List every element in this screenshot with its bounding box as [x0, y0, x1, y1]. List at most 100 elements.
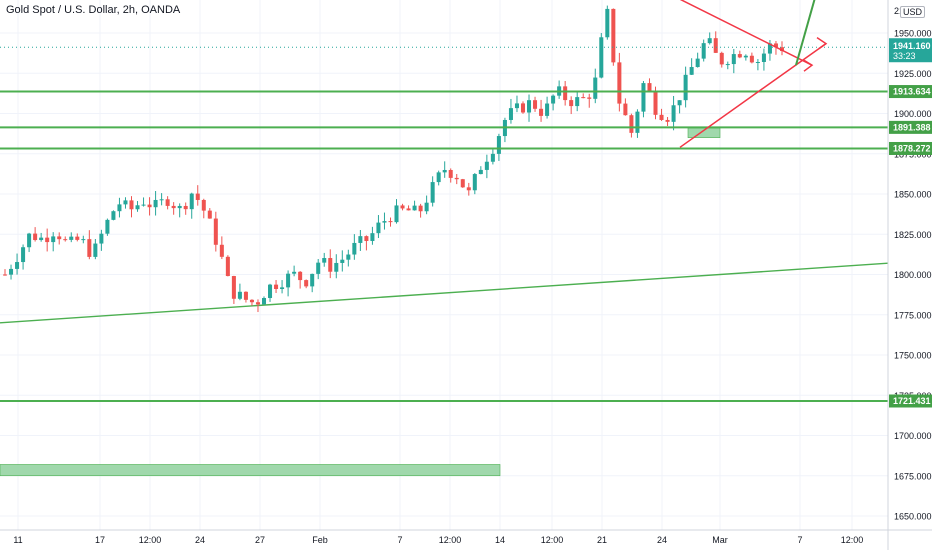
candle-body — [21, 247, 26, 263]
price-axis[interactable]: 1650.0001675.0001700.0001725.0001750.000… — [887, 0, 932, 550]
candle-body — [665, 119, 670, 122]
x-tick-label: 11 — [13, 535, 22, 545]
candle-body — [605, 8, 610, 38]
x-tick-label: 7 — [397, 535, 402, 545]
candle-body — [635, 111, 640, 133]
candle-body — [599, 37, 604, 78]
candle-body — [527, 100, 532, 113]
candle-body — [406, 208, 411, 211]
candle-body — [520, 103, 526, 113]
candle-body — [310, 273, 315, 287]
candle-body — [514, 103, 519, 109]
candle-body — [135, 205, 140, 210]
candle-body — [274, 284, 279, 290]
support-trendline[interactable] — [0, 262, 889, 324]
candle-body — [695, 58, 700, 68]
candle-body — [93, 243, 98, 257]
candle-body — [231, 276, 236, 299]
candle-body — [689, 67, 694, 75]
triangle-upper-line[interactable] — [667, 0, 813, 66]
projection-arrow[interactable] — [795, 0, 850, 66]
candle-body — [725, 64, 730, 66]
candle-body — [111, 211, 116, 220]
candle-body — [165, 199, 170, 206]
candle-body — [677, 100, 682, 106]
y-tick-label: 1675.000 — [894, 471, 932, 481]
candle-body — [587, 97, 592, 99]
chart-grid — [0, 0, 888, 530]
candle-body — [478, 169, 483, 175]
chart-title: Gold Spot / U.S. Dollar, 2h, OANDA — [6, 4, 181, 16]
candle-body — [39, 237, 44, 241]
candle-body — [255, 302, 260, 305]
candle-body — [201, 199, 206, 211]
candle-body — [177, 205, 182, 209]
candle-body — [430, 182, 435, 203]
candle-body — [707, 38, 712, 44]
candle-body — [575, 97, 580, 107]
candle-body — [27, 233, 32, 248]
candle-body — [280, 287, 285, 290]
candle-body — [340, 259, 345, 263]
time-axis[interactable]: 11 17 12:00 24 27 Feb 7 12:00 14 12:00 21 24 Mar 7 12:… — [0, 529, 932, 545]
candle-body — [316, 262, 321, 274]
candle-body — [123, 200, 128, 205]
candle-body — [472, 174, 477, 191]
candle-body — [533, 100, 538, 109]
candle-body — [237, 291, 242, 299]
y-tick-label: 1750.000 — [894, 351, 932, 361]
y-tick-label: 1800.000 — [894, 270, 932, 280]
candle-body — [424, 202, 429, 212]
candle-body — [45, 237, 50, 243]
candle-body — [3, 274, 8, 276]
candle-body — [671, 105, 676, 122]
candle-body — [243, 291, 248, 300]
candle-body — [490, 153, 495, 162]
candle-body — [779, 47, 784, 52]
candle-body — [87, 239, 92, 257]
triangle-lower-line[interactable] — [679, 42, 827, 148]
level-label: 1878.272 — [893, 143, 931, 153]
candle-body — [57, 236, 62, 240]
candle-body — [346, 254, 351, 260]
candle-body — [641, 83, 646, 112]
x-tick-label: 17 — [95, 535, 105, 545]
candle-body — [117, 204, 122, 212]
price-zones — [0, 127, 721, 477]
level-label: 1891.388 — [893, 122, 931, 132]
triangle-pattern[interactable] — [667, 0, 852, 148]
y-tick-label: 1925.000 — [894, 69, 932, 79]
candle-body — [412, 205, 417, 211]
candle-body — [370, 233, 375, 241]
candle-body — [484, 161, 489, 170]
candle-body — [286, 273, 291, 288]
y-tick-label: 1650.000 — [894, 512, 932, 522]
candle-body — [334, 262, 339, 272]
candle-body — [322, 258, 327, 263]
candle-body — [418, 205, 423, 212]
candle-body — [63, 239, 68, 241]
x-tick-label: 7 — [797, 535, 802, 545]
candle-body — [141, 204, 146, 206]
trendline[interactable] — [0, 262, 889, 324]
y-tick-label: 1700.000 — [894, 431, 932, 441]
candle-body — [551, 95, 556, 104]
horizontal-levels[interactable] — [0, 46, 888, 402]
candle-body — [105, 219, 110, 234]
currency-badge[interactable]: USD — [900, 6, 926, 18]
arrowhead-icon — [803, 59, 814, 72]
candle-body — [737, 54, 742, 58]
candle-body — [9, 268, 14, 275]
candle-body — [539, 108, 544, 116]
candle-body — [249, 299, 254, 303]
x-tick-label: Mar — [712, 535, 728, 545]
candle-body — [683, 74, 688, 101]
x-tick-label: 14 — [495, 535, 505, 545]
candle-body — [328, 258, 333, 272]
candle-body — [207, 210, 212, 219]
candlestick-series — [3, 5, 784, 313]
candle-body — [611, 8, 616, 63]
candle-body — [569, 100, 574, 107]
candle-body — [563, 86, 568, 101]
